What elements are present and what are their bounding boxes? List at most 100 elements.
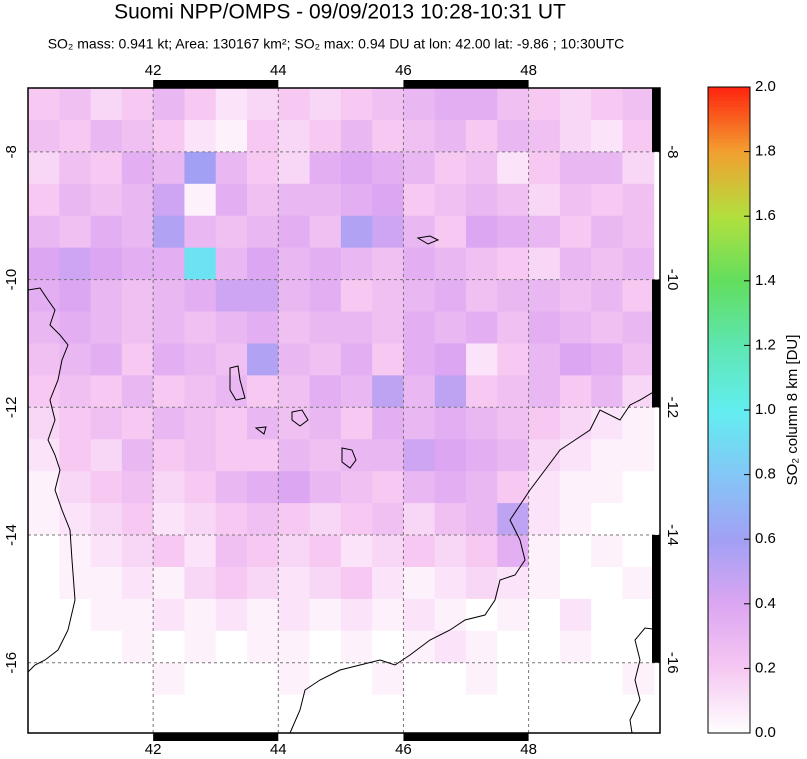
colorbar-step	[708, 96, 750, 101]
so2-cell	[591, 119, 623, 153]
so2-cell	[247, 215, 279, 249]
y-tick-label: -10	[3, 269, 20, 291]
so2-cell	[372, 151, 404, 185]
colorbar-step	[708, 577, 750, 582]
colorbar-step	[708, 242, 750, 246]
colorbar-step	[708, 410, 750, 414]
so2-cell	[247, 183, 279, 217]
so2-cell	[28, 151, 60, 185]
so2-cell	[247, 343, 279, 376]
so2-cell	[528, 439, 561, 472]
so2-cell	[559, 535, 592, 568]
colorbar-step	[708, 723, 750, 728]
colorbar-step	[708, 125, 750, 130]
so2-cell	[372, 630, 404, 664]
colorbar-step	[708, 251, 750, 256]
so2-cell	[309, 503, 342, 536]
colorbar-step	[708, 555, 750, 560]
colorbar-step	[708, 209, 750, 214]
so2-cell	[309, 407, 342, 440]
colorbar-step	[708, 607, 750, 611]
so2-cell	[340, 662, 373, 696]
so2-cell	[247, 662, 279, 696]
so2-cell	[497, 407, 530, 440]
colorbar-step	[708, 338, 750, 343]
colorbar-step	[708, 619, 750, 624]
so2-cell	[591, 535, 623, 568]
so2-cell	[309, 566, 342, 600]
so2-cell	[497, 375, 530, 408]
so2-cell	[591, 311, 623, 344]
so2-cell	[403, 407, 436, 440]
colorbar-tick-label: 0.8	[755, 466, 776, 483]
colorbar-step	[708, 303, 750, 308]
so2-cell	[59, 215, 92, 249]
chart-title: Suomi NPP/OMPS - 09/09/2013 10:28-10:31 …	[114, 1, 566, 24]
so2-cell	[59, 88, 92, 121]
so2-cell	[28, 279, 60, 313]
colorbar-step	[708, 183, 750, 188]
so2-cell	[528, 151, 561, 185]
so2-cell	[278, 598, 311, 632]
colorbar-step	[708, 681, 750, 686]
colorbar-step	[708, 293, 750, 298]
so2-cell	[466, 630, 498, 664]
colorbar-step	[708, 568, 750, 573]
colorbar-tick-label: 0.4	[755, 595, 776, 612]
so2-cell	[497, 694, 530, 728]
so2-cell	[403, 151, 436, 185]
so2-cell	[372, 88, 404, 121]
so2-cell	[309, 151, 342, 185]
coastlines	[27, 235, 661, 734]
so2-cell	[215, 119, 248, 153]
colorbar-step	[708, 154, 750, 159]
so2-cell	[622, 311, 655, 344]
so2-cell	[90, 215, 123, 249]
colorbar-step	[708, 258, 750, 263]
island	[291, 409, 309, 427]
frame-band	[652, 279, 660, 408]
so2-cell	[497, 247, 530, 281]
so2-cell	[121, 503, 154, 536]
colorbar-step	[708, 393, 750, 398]
so2-cell	[497, 311, 530, 344]
colorbar-step	[708, 487, 750, 492]
colorbar-step	[708, 164, 750, 169]
so2-cell	[59, 311, 92, 344]
so2-cell	[153, 598, 185, 632]
so2-cell	[278, 535, 311, 568]
so2-cell	[497, 503, 530, 536]
so2-cell	[309, 247, 342, 281]
so2-cell	[90, 503, 123, 536]
colorbar-step	[708, 674, 750, 679]
colorbar-step	[708, 597, 750, 602]
so2-cell	[278, 503, 311, 536]
colorbar-step	[708, 358, 750, 363]
so2-cell	[434, 535, 467, 568]
so2-cell	[309, 439, 342, 472]
colorbar-step	[708, 419, 750, 424]
colorbar-step	[708, 322, 750, 327]
y-tick-label: -16	[3, 652, 20, 674]
colorbar-step	[708, 309, 750, 314]
so2-cell	[90, 311, 123, 344]
so2-cell	[184, 311, 217, 344]
colorbar-step	[708, 109, 750, 114]
colorbar-step	[708, 274, 750, 279]
so2-cell	[278, 694, 311, 728]
colorbar-step	[708, 587, 750, 592]
so2-cell	[434, 215, 467, 249]
colorbar-step	[708, 713, 750, 718]
so2-cell	[184, 535, 217, 568]
so2-cell	[434, 598, 467, 632]
so2-cell	[90, 407, 123, 440]
colorbar-step	[708, 590, 750, 595]
y-tick-label: -12	[3, 396, 20, 418]
so2-cell	[184, 151, 217, 185]
so2-cell	[153, 407, 185, 440]
so2-cell	[184, 215, 217, 249]
so2-cell	[153, 119, 185, 153]
colorbar-step	[708, 229, 750, 233]
so2-cell	[559, 311, 592, 344]
so2-cell	[434, 247, 467, 281]
